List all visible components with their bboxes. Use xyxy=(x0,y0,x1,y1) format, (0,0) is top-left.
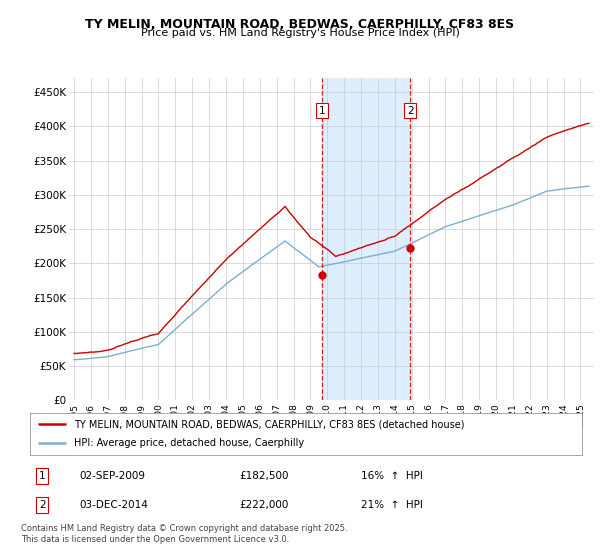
Text: 03-DEC-2014: 03-DEC-2014 xyxy=(80,500,149,510)
Text: £182,500: £182,500 xyxy=(240,470,289,480)
Text: 02-SEP-2009: 02-SEP-2009 xyxy=(80,470,146,480)
Bar xyxy=(322,78,410,400)
Text: 2: 2 xyxy=(407,106,413,115)
Text: 16%  ↑  HPI: 16% ↑ HPI xyxy=(361,470,423,480)
Text: 1: 1 xyxy=(39,470,46,480)
Text: TY MELIN, MOUNTAIN ROAD, BEDWAS, CAERPHILLY, CF83 8ES (detached house): TY MELIN, MOUNTAIN ROAD, BEDWAS, CAERPHI… xyxy=(74,419,464,429)
Text: Contains HM Land Registry data © Crown copyright and database right 2025.: Contains HM Land Registry data © Crown c… xyxy=(21,524,347,533)
Text: Price paid vs. HM Land Registry's House Price Index (HPI): Price paid vs. HM Land Registry's House … xyxy=(140,28,460,38)
Text: This data is licensed under the Open Government Licence v3.0.: This data is licensed under the Open Gov… xyxy=(21,535,289,544)
Text: £222,000: £222,000 xyxy=(240,500,289,510)
Text: HPI: Average price, detached house, Caerphilly: HPI: Average price, detached house, Caer… xyxy=(74,438,304,449)
Text: 21%  ↑  HPI: 21% ↑ HPI xyxy=(361,500,423,510)
Text: 2: 2 xyxy=(39,500,46,510)
Text: 1: 1 xyxy=(319,106,325,115)
Text: TY MELIN, MOUNTAIN ROAD, BEDWAS, CAERPHILLY, CF83 8ES: TY MELIN, MOUNTAIN ROAD, BEDWAS, CAERPHI… xyxy=(85,18,515,31)
